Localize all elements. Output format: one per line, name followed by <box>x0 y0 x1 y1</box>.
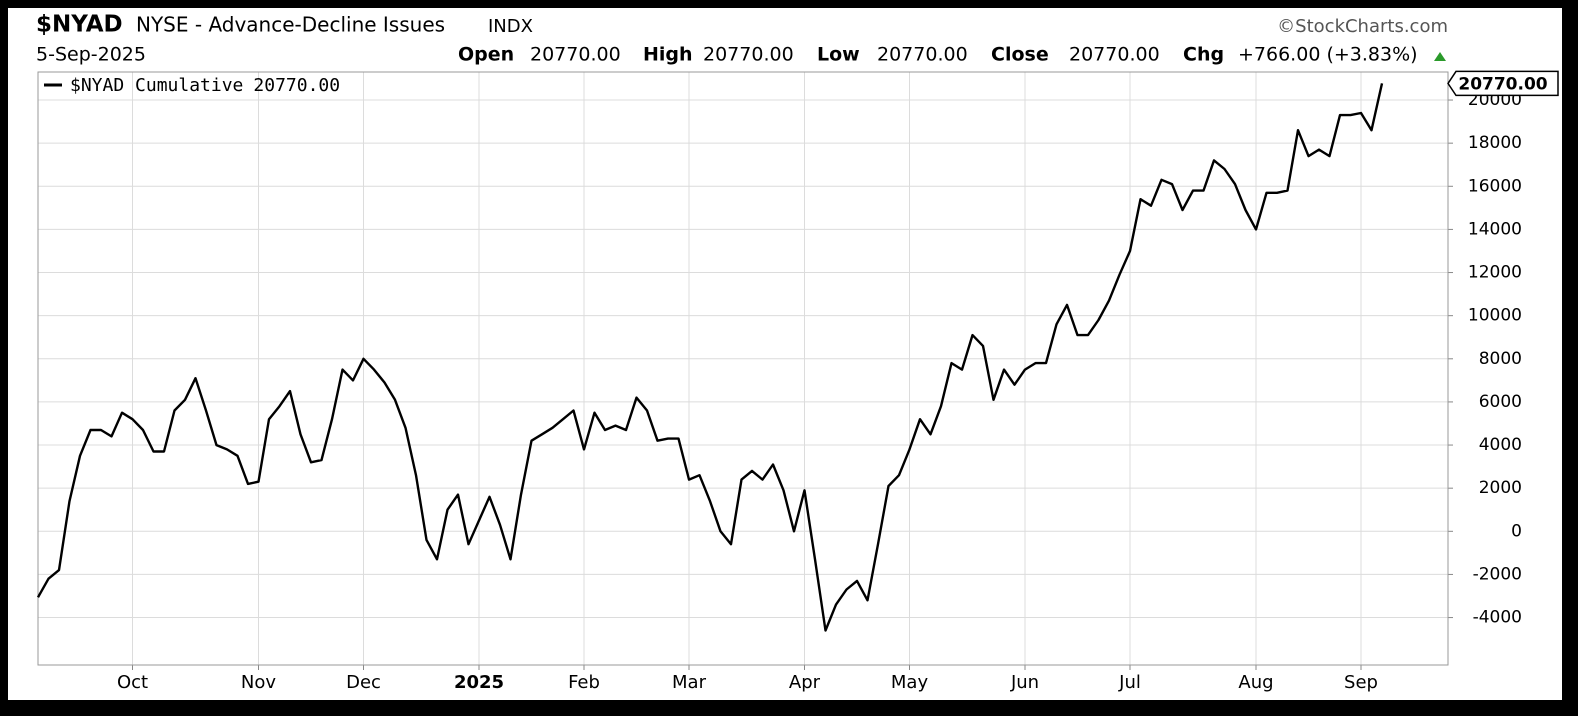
legend-label: $NYAD Cumulative 20770.00 <box>70 75 340 96</box>
quote-label: High <box>643 44 693 66</box>
chart-title: $NYAD <box>36 12 123 38</box>
y-tick-label: 6000 <box>1479 392 1522 412</box>
quote-value: 20770.00 <box>1069 44 1160 66</box>
date: 5-Sep-2025 <box>36 44 146 66</box>
y-tick-label: 4000 <box>1479 435 1522 455</box>
plot-frame <box>37 71 1449 666</box>
x-tick-label: Feb <box>568 672 600 693</box>
chart-background <box>8 8 1562 700</box>
x-tick-label: Aug <box>1238 672 1273 693</box>
chart-subtitle: NYSE - Advance-Decline Issues <box>136 13 445 37</box>
quote-value: 20770.00 <box>530 44 621 66</box>
x-tick-label: May <box>891 672 929 693</box>
up-arrow <box>1434 52 1446 61</box>
last-value-label: 20770.00 <box>1458 74 1547 94</box>
source: ©StockCharts.com <box>1277 16 1448 37</box>
y-tick-label: 16000 <box>1468 176 1522 196</box>
y-tick-label: 18000 <box>1468 133 1522 153</box>
y-tick-label: 0 <box>1511 521 1522 541</box>
y-tick-label: 2000 <box>1479 478 1522 498</box>
exchange: INDX <box>488 16 533 37</box>
last-value-tag <box>1447 70 1559 97</box>
x-tick-label: 2025 <box>454 672 504 693</box>
x-tick-label: Dec <box>346 672 381 693</box>
x-tick-label: Jun <box>1010 672 1039 693</box>
quote-label: Low <box>817 44 860 66</box>
quote-label: Chg <box>1183 44 1224 66</box>
quote-value: +766.00 (+3.83%) <box>1238 44 1418 66</box>
quote-value: 20770.00 <box>703 44 794 66</box>
quote-label: Close <box>991 44 1049 66</box>
x-tick-label: Nov <box>241 672 276 693</box>
x-tick-label: Jul <box>1118 672 1141 693</box>
x-tick-label: Oct <box>117 672 148 693</box>
x-tick-label: Sep <box>1344 672 1378 693</box>
x-tick-label: Apr <box>789 672 821 693</box>
price-line <box>36 83 1384 632</box>
y-tick-label: -4000 <box>1473 608 1522 628</box>
y-tick-label: 10000 <box>1468 306 1522 326</box>
y-tick-label: 8000 <box>1479 349 1522 369</box>
legend-value: 20770.00 <box>253 75 340 96</box>
quote-value: 20770.00 <box>877 44 968 66</box>
legend-name: $NYAD Cumulative <box>70 75 243 96</box>
y-tick-label: -2000 <box>1473 564 1522 584</box>
y-tick-label: 14000 <box>1468 219 1522 239</box>
quote-label: Open <box>458 44 514 66</box>
x-tick-label: Mar <box>672 672 707 693</box>
y-tick-label: 12000 <box>1468 263 1522 283</box>
